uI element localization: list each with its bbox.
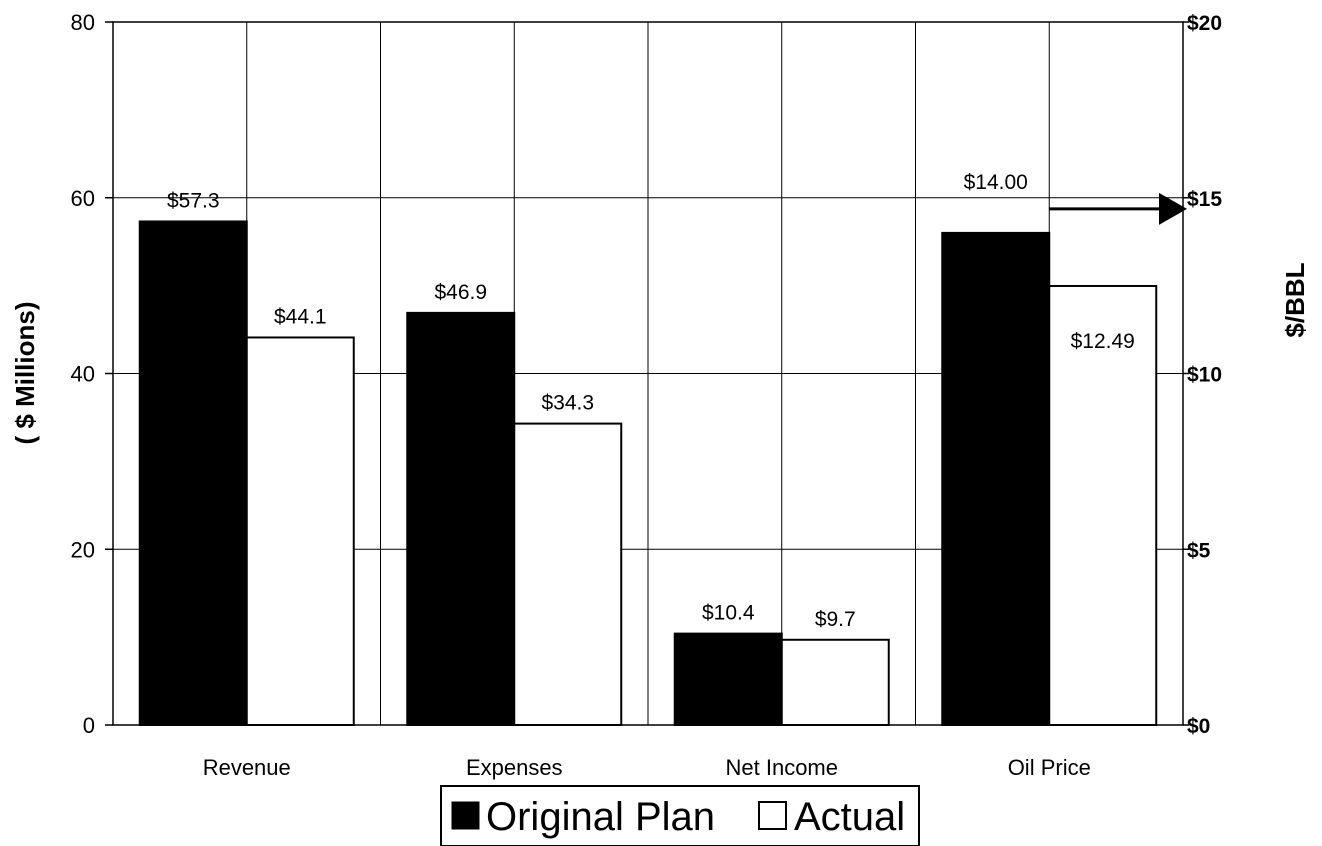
y2-tick-label: $20 bbox=[1187, 12, 1222, 35]
legend: Original Plan Actual bbox=[440, 785, 920, 846]
y-tick-label: 80 bbox=[71, 10, 95, 35]
y-tick-label: 40 bbox=[71, 362, 95, 387]
x-tick-label-oil-price: Oil Price bbox=[1008, 755, 1091, 780]
y2-tick-label: $5 bbox=[1187, 539, 1211, 562]
bar-original-plan-net-income bbox=[673, 632, 783, 726]
data-label-actual-revenue: $44.1 bbox=[274, 305, 327, 328]
y2-tick-label: $0 bbox=[1187, 715, 1210, 738]
data-label-original-plan-expenses: $46.9 bbox=[434, 281, 487, 304]
x-tick-label-net-income: Net Income bbox=[726, 755, 839, 780]
legend-swatch-actual bbox=[758, 801, 787, 830]
legend-swatch-original-plan bbox=[451, 801, 480, 830]
bar-actual-expenses bbox=[513, 422, 623, 726]
data-label-original-plan-revenue: $57.3 bbox=[167, 189, 220, 212]
y-axis-title: ( $ Millions) bbox=[10, 302, 40, 445]
secondary-axis-arrow-head bbox=[1159, 192, 1187, 225]
x-tick-label-expenses: Expenses bbox=[466, 755, 563, 780]
x-tick-label-revenue: Revenue bbox=[203, 755, 291, 780]
y-tick-label: 0 bbox=[83, 713, 95, 738]
bar-actual-net-income bbox=[780, 638, 890, 726]
legend-label-original-plan: Original Plan bbox=[486, 795, 715, 839]
y2-axis-title: $/BBL bbox=[1280, 262, 1310, 337]
data-label-actual-expenses: $34.3 bbox=[541, 392, 594, 415]
y-tick-label: 20 bbox=[71, 537, 95, 562]
data-label-original-plan-oil-price: $14.00 bbox=[964, 171, 1028, 194]
data-label-actual-net-income: $9.7 bbox=[815, 608, 856, 631]
y2-tick-label: $10 bbox=[1187, 364, 1222, 387]
bar-original-plan-expenses bbox=[406, 311, 516, 726]
plot-area: 0 20 40 60 80 $0 $5 $10 $15 $20 $57.3 $44.1 Revenue $… bbox=[71, 10, 1223, 780]
bar-original-plan-oil-price bbox=[941, 231, 1051, 726]
data-label-original-plan-net-income: $10.4 bbox=[702, 602, 755, 625]
bar-original-plan-revenue bbox=[138, 220, 248, 726]
y-tick-label: 60 bbox=[71, 186, 95, 211]
legend-box bbox=[440, 785, 920, 846]
plot-frame bbox=[112, 21, 1184, 726]
data-label-actual-oil-price: $12.49 bbox=[1071, 330, 1135, 353]
bar-actual-oil-price bbox=[1048, 284, 1158, 726]
bar-actual-revenue bbox=[245, 336, 355, 726]
legend-label-actual: Actual bbox=[794, 795, 905, 839]
y2-tick-label: $15 bbox=[1187, 188, 1222, 211]
